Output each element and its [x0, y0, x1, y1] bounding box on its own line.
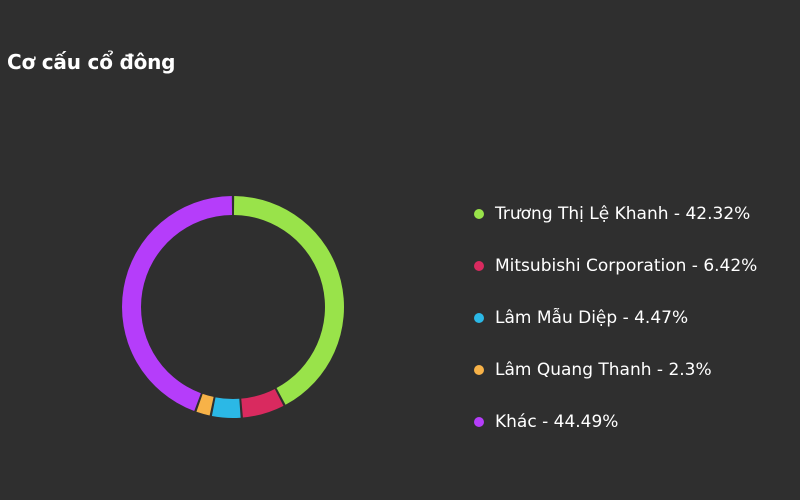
legend-item[interactable]: Lâm Quang Thanh - 2.3% [474, 344, 757, 396]
donut-slice-1[interactable] [241, 388, 284, 418]
legend-label: Lâm Quang Thanh - 2.3% [495, 360, 712, 380]
legend-dot [474, 417, 484, 427]
legend-item[interactable]: Khác - 44.49% [474, 396, 757, 448]
legend-label: Trương Thị Lệ Khanh - 42.32% [495, 204, 751, 224]
legend-dot [474, 365, 484, 375]
chart-title: Cơ cấu cổ đông [7, 50, 176, 74]
legend-item[interactable]: Trương Thị Lệ Khanh - 42.32% [474, 188, 757, 240]
legend-label: Lâm Mẫu Diệp - 4.47% [495, 308, 689, 328]
legend-dot [474, 261, 484, 271]
legend-label: Khác - 44.49% [495, 412, 619, 432]
legend-dot [474, 313, 484, 323]
donut-slice-3[interactable] [196, 393, 214, 416]
donut-slice-4[interactable] [121, 196, 233, 412]
legend-dot [474, 209, 484, 219]
donut-slice-0[interactable] [233, 196, 344, 405]
chart-legend: Trương Thị Lệ Khanh - 42.32% Mitsubishi C… [474, 188, 757, 448]
legend-label: Mitsubishi Corporation - 6.42% [495, 256, 758, 276]
donut-slice-2[interactable] [211, 397, 241, 418]
legend-item[interactable]: Mitsubishi Corporation - 6.42% [474, 240, 757, 292]
legend-item[interactable]: Lâm Mẫu Diệp - 4.47% [474, 292, 757, 344]
